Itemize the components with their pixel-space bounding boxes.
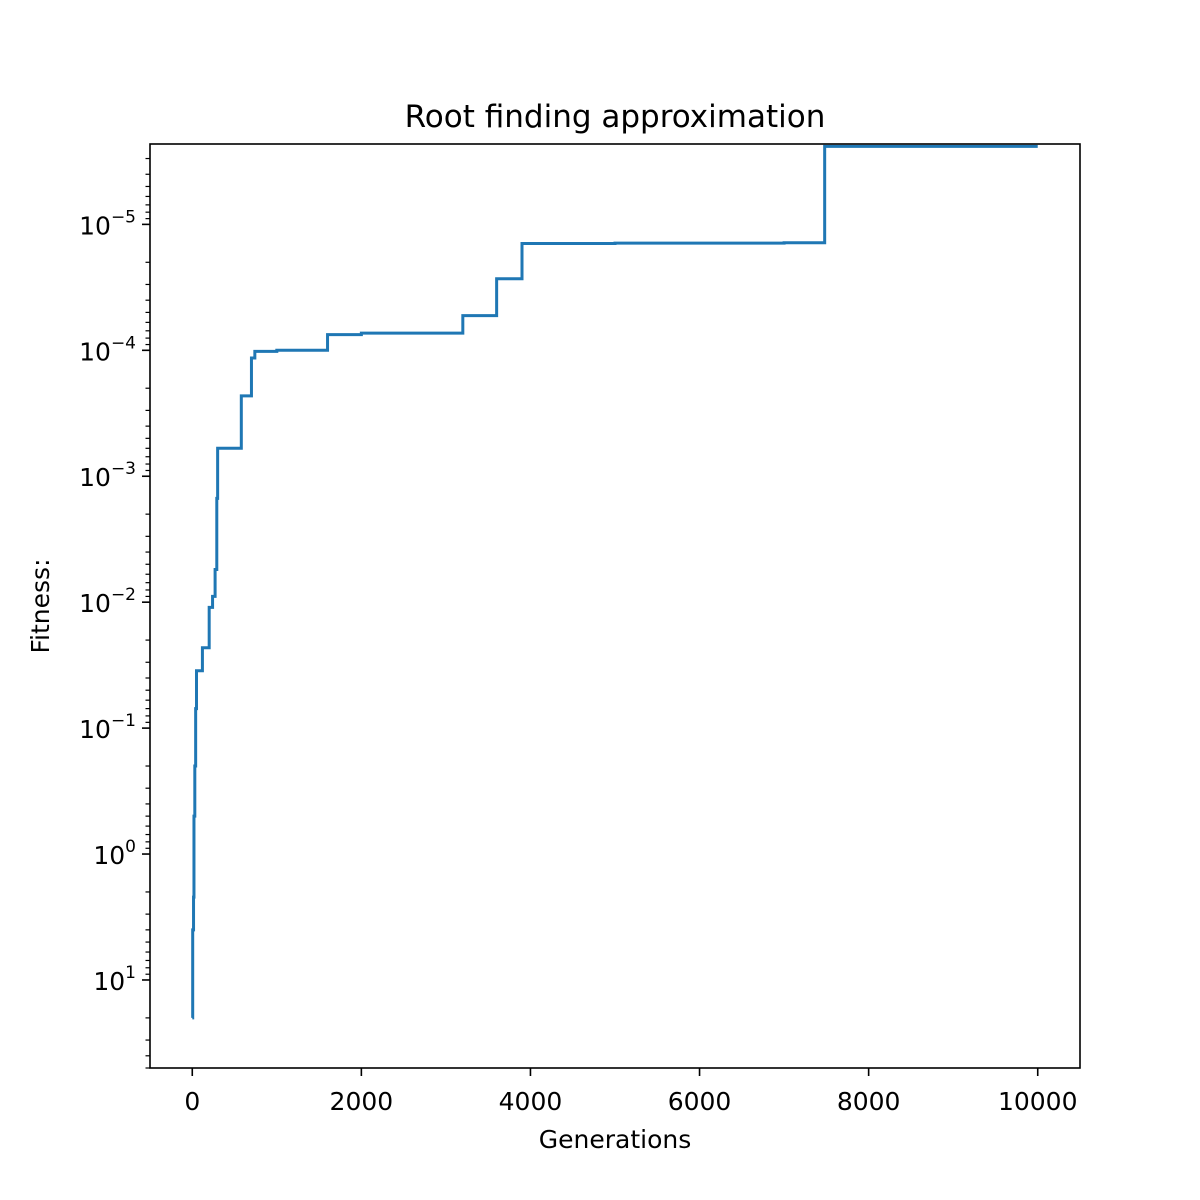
y-tick-label: 10−4: [79, 333, 136, 366]
y-tick-label: 100: [93, 837, 136, 870]
x-tick-label: 8000: [837, 1087, 901, 1116]
chart-title: Root finding approximation: [405, 99, 826, 135]
y-axis-label: Fitness:: [26, 558, 55, 653]
plot-frame: [149, 143, 1081, 1069]
x-axis-label: Generations: [539, 1125, 692, 1154]
y-tick-label: 10−1: [79, 711, 136, 744]
y-tick-label: 10−2: [79, 585, 136, 618]
x-tick-label: 4000: [499, 1087, 563, 1116]
y-tick-label: 10−3: [79, 459, 136, 492]
x-tick-label: 2000: [330, 1087, 394, 1116]
y-tick-label: 101: [93, 963, 136, 996]
y-tick-label: 10−5: [79, 207, 136, 240]
x-tick-label: 6000: [668, 1087, 732, 1116]
series-line: [191, 144, 1038, 1020]
x-tick-label: 10000: [998, 1087, 1078, 1116]
x-tick-label: 0: [184, 1087, 200, 1116]
